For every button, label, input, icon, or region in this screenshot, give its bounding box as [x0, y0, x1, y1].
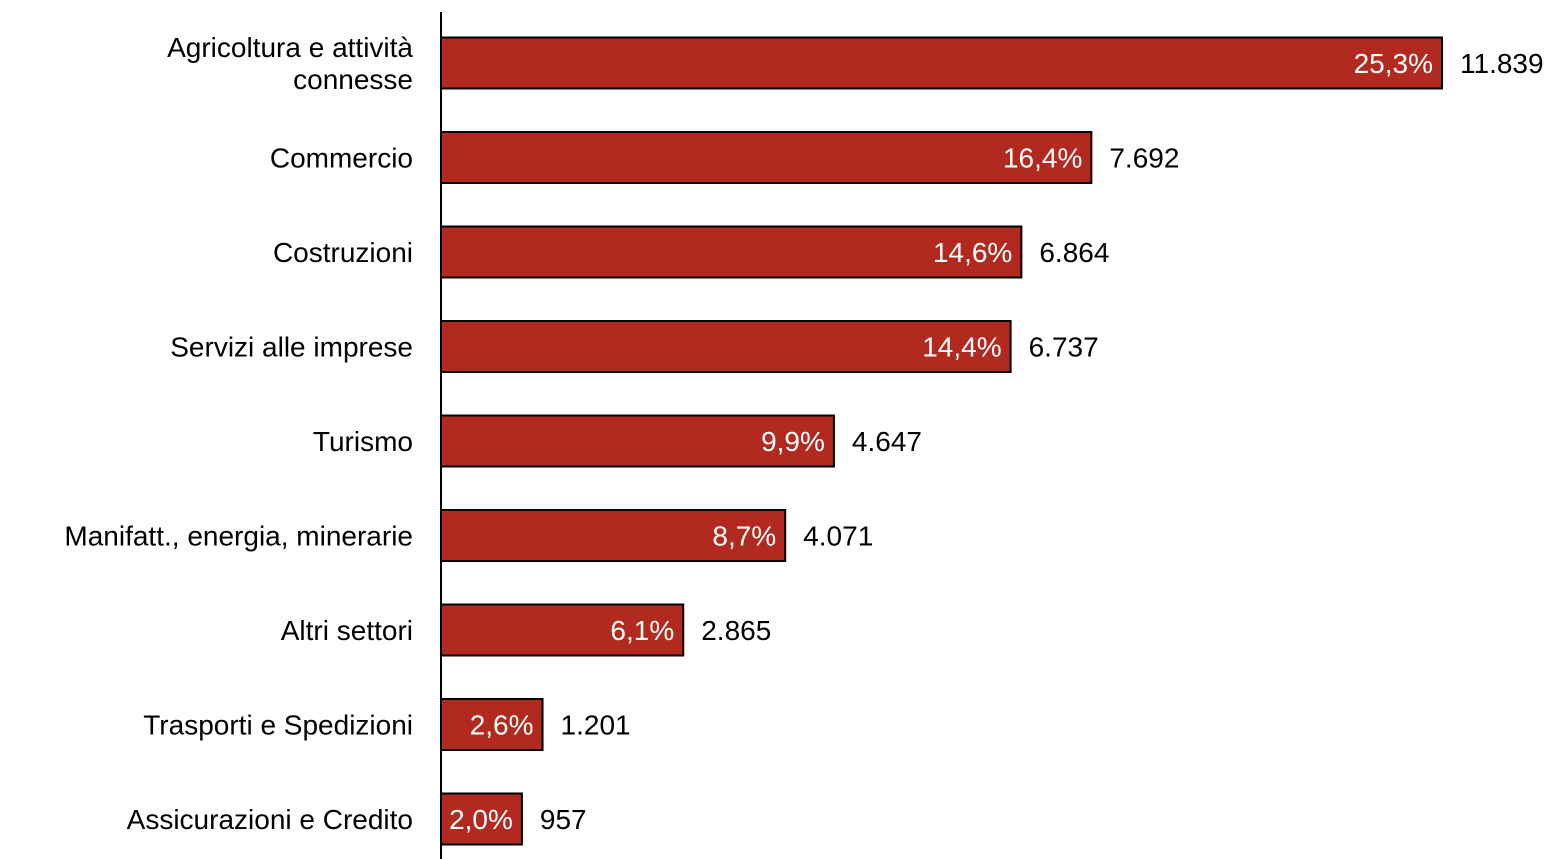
category-label-line: Commercio — [270, 143, 413, 174]
category-label-line: Turismo — [313, 426, 413, 457]
bar — [440, 414, 835, 468]
percent-label: 8,7% — [712, 521, 776, 552]
value-label: 7.692 — [1109, 143, 1179, 174]
category-label: Assicurazioni e Credito — [127, 804, 413, 835]
category-label-line: Trasporti e Spedizioni — [143, 710, 413, 741]
category-label-line: Assicurazioni e Credito — [127, 804, 413, 835]
category-label-line: Servizi alle imprese — [170, 332, 413, 363]
percent-label: 2,0% — [449, 804, 513, 835]
category-label: Trasporti e Spedizioni — [143, 710, 413, 741]
bar — [440, 603, 685, 657]
bar — [440, 131, 1093, 184]
value-label: 4.071 — [803, 521, 873, 552]
bar — [440, 320, 1012, 373]
value-label: 1.201 — [561, 710, 631, 741]
category-label: Commercio — [270, 143, 413, 174]
percent-label: 14,6% — [933, 237, 1012, 268]
category-label: Servizi alle imprese — [170, 332, 413, 363]
percent-label: 14,4% — [922, 332, 1001, 363]
bars-layer — [440, 36, 1443, 846]
category-label-line: Altri settori — [281, 615, 413, 646]
category-label: Agricoltura e attività connesse — [167, 32, 413, 95]
category-label-line: Costruzioni — [273, 237, 413, 268]
category-label: Altri settori — [281, 615, 413, 646]
value-label: 957 — [540, 804, 587, 835]
category-label-line: Manifatt., energia, minerarie — [64, 521, 413, 552]
percent-label: 2,6% — [470, 710, 534, 741]
percent-label: 16,4% — [1003, 143, 1082, 174]
value-label: 2.865 — [701, 615, 771, 646]
bar — [440, 225, 1023, 279]
category-label: Turismo — [313, 426, 413, 457]
value-label: 4.647 — [852, 426, 922, 457]
category-label: Manifatt., energia, minerarie — [64, 521, 413, 552]
percent-label: 6,1% — [610, 615, 674, 646]
value-label: 6.737 — [1029, 332, 1099, 363]
category-label: Costruzioni — [273, 237, 413, 268]
percent-label: 25,3% — [1354, 48, 1433, 79]
category-label-line: Agricoltura e attività — [167, 32, 413, 63]
value-label: 11.839 — [1460, 48, 1544, 79]
bar — [440, 36, 1443, 90]
percent-label: 9,9% — [761, 426, 825, 457]
value-label: 6.864 — [1039, 237, 1109, 268]
labels-layer: 25,3% 11.839 Agricoltura e attività conness… — [64, 32, 1543, 835]
category-label-line: connesse — [293, 64, 413, 95]
